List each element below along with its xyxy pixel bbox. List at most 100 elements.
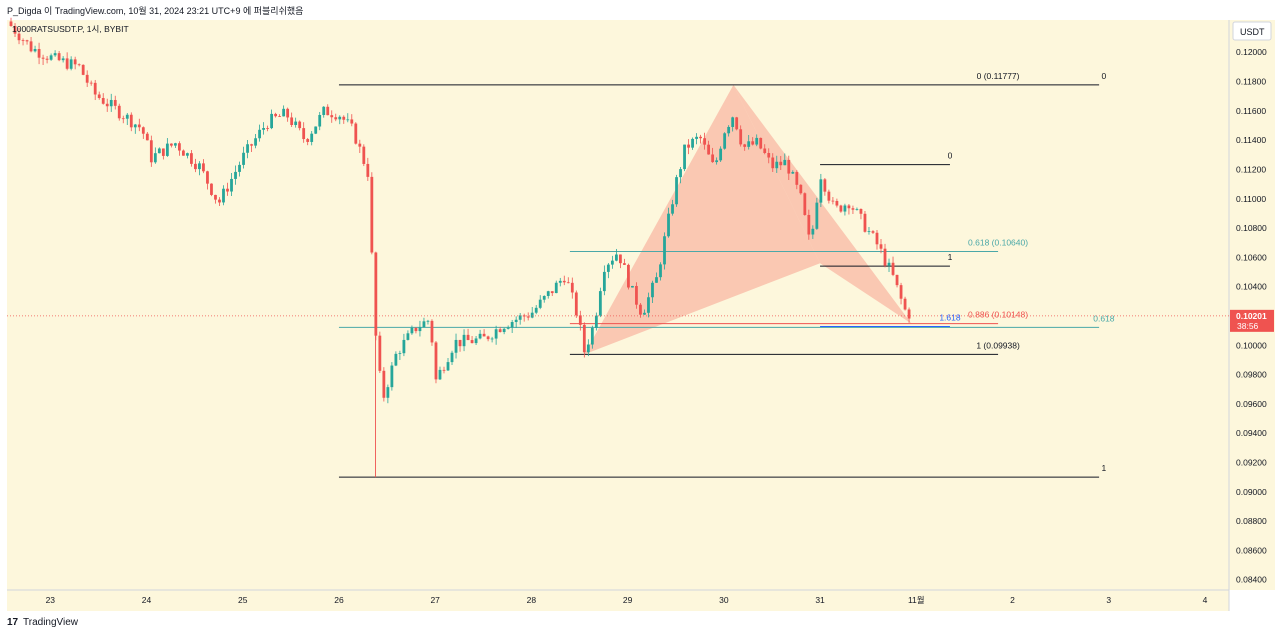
- candle-body-46: [194, 163, 197, 170]
- candle-body-72: [298, 121, 302, 129]
- candle-body-150: [610, 260, 614, 265]
- candle-body-8: [41, 57, 45, 59]
- candle-body-142: [578, 315, 582, 325]
- candle-body-195: [791, 172, 795, 174]
- candle-body-94: [386, 387, 390, 398]
- candle-body-73: [302, 128, 306, 140]
- price-tick-label-18: 0.08400: [1236, 575, 1267, 585]
- candle-body-196: [795, 172, 799, 185]
- candle-body-99: [406, 333, 410, 340]
- candle-body-92: [378, 335, 382, 371]
- price-tick-label-0: 0.12000: [1236, 47, 1267, 57]
- tradingview-logo-icon: 17: [7, 617, 19, 628]
- candle-body-154: [627, 264, 630, 288]
- candle-body-87: [358, 143, 362, 147]
- candle-body-220: [891, 262, 895, 275]
- candle-body-208: [843, 205, 847, 212]
- time-tick-label-10: 2: [1010, 595, 1015, 605]
- candle-body-55: [230, 178, 233, 192]
- candle-body-91: [374, 252, 378, 336]
- candle-body-163: [663, 236, 666, 265]
- time-tick-label-3: 26: [334, 595, 344, 605]
- ab-zero-label: 0: [948, 151, 953, 161]
- candle-body-215: [871, 231, 875, 233]
- footer-bar: 17 TradingView: [0, 611, 1280, 634]
- candle-body-64: [266, 127, 269, 129]
- candle-body-32: [137, 124, 141, 128]
- candle-body-221: [895, 274, 899, 286]
- chart-canvas[interactable]: 0 (0.11777) 0 1 0.618 0.618 (0.10640) 0.886 (…: [0, 0, 1280, 611]
- candle-body-149: [606, 264, 610, 272]
- candle-body-132: [538, 299, 542, 308]
- price-tick-label-13: 0.09400: [1236, 428, 1267, 438]
- candle-body-20: [89, 82, 93, 84]
- price-tick-label-7: 0.10600: [1236, 252, 1267, 262]
- candle-body-9: [45, 58, 49, 60]
- time-tick-label-1: 24: [142, 595, 152, 605]
- time-axis-background: [7, 590, 1229, 611]
- time-tick-label-8: 31: [815, 595, 825, 605]
- candle-body-202: [819, 179, 823, 203]
- time-axis[interactable]: 23 24 25 26 27 28 29 30 31 11월 2 3 4: [46, 595, 1208, 605]
- candle-body-123: [502, 328, 506, 333]
- candlestick-series[interactable]: [9, 17, 911, 478]
- candle-body-206: [835, 200, 839, 206]
- candle-body-187: [759, 137, 763, 149]
- candle-body-102: [418, 327, 422, 332]
- candle-body-2: [17, 33, 21, 41]
- candle-body-119: [486, 336, 490, 340]
- pattern-triangle-bcd: [733, 84, 912, 324]
- candle-body-121: [494, 329, 498, 339]
- candle-body-137: [558, 280, 562, 283]
- candle-body-85: [350, 119, 354, 124]
- fib-outer-one-end-label: 1: [1102, 463, 1107, 473]
- candle-body-184: [747, 141, 751, 147]
- candle-body-15: [69, 59, 73, 69]
- candle-body-115: [470, 340, 474, 344]
- xabcd-pattern[interactable]: [584, 84, 912, 355]
- candle-body-159: [647, 297, 650, 313]
- drawing-lines[interactable]: [338, 84, 1100, 478]
- candle-body-216: [875, 232, 879, 245]
- candle-body-6: [33, 48, 37, 52]
- candle-body-77: [318, 114, 322, 127]
- candle-body-45: [190, 153, 193, 164]
- candle-body-173: [703, 138, 706, 145]
- currency-box[interactable]: [1232, 21, 1272, 41]
- candle-body-166: [675, 177, 678, 205]
- candle-body-108: [442, 369, 446, 371]
- candle-body-4: [25, 40, 29, 42]
- candle-body-66: [274, 113, 278, 117]
- candle-body-53: [222, 188, 225, 203]
- candle-body-96: [394, 353, 398, 366]
- candle-body-0: [9, 21, 13, 26]
- candle-body-95: [390, 365, 394, 388]
- time-tick-label-12: 4: [1203, 595, 1208, 605]
- candle-body-49: [206, 171, 209, 184]
- price-tick-label-5: 0.11000: [1236, 194, 1266, 204]
- candle-body-111: [454, 339, 458, 353]
- fib-outer-zero-end-label: 0: [1102, 71, 1107, 81]
- price-tick-label-14: 0.09200: [1236, 458, 1267, 468]
- price-tick-label-1: 0.11800: [1236, 77, 1266, 87]
- candle-body-134: [546, 291, 550, 296]
- candle-body-7: [37, 48, 41, 58]
- candle-body-167: [679, 169, 682, 178]
- candle-body-1: [13, 25, 17, 34]
- fib-outer-zero-label: 0 (0.11777): [977, 71, 1020, 81]
- candle-body-28: [121, 118, 125, 120]
- xabcd-886-label: 0.886 (0.10148): [968, 310, 1028, 320]
- price-axis[interactable]: 0.12000 0.11800 0.11600 0.11400 0.11200 0.110…: [7, 47, 1274, 585]
- candle-body-112: [458, 339, 462, 347]
- price-tick-label-16: 0.08800: [1236, 516, 1267, 526]
- candle-body-31: [133, 124, 137, 128]
- candle-body-22: [97, 94, 101, 99]
- candle-body-35: [149, 140, 153, 163]
- candle-body-57: [238, 164, 241, 172]
- candle-body-30: [129, 114, 133, 128]
- candle-body-164: [667, 213, 670, 237]
- candle-body-203: [823, 179, 827, 192]
- time-tick-label-2: 25: [238, 595, 248, 605]
- candle-body-127: [518, 315, 522, 320]
- candle-body-133: [542, 295, 546, 300]
